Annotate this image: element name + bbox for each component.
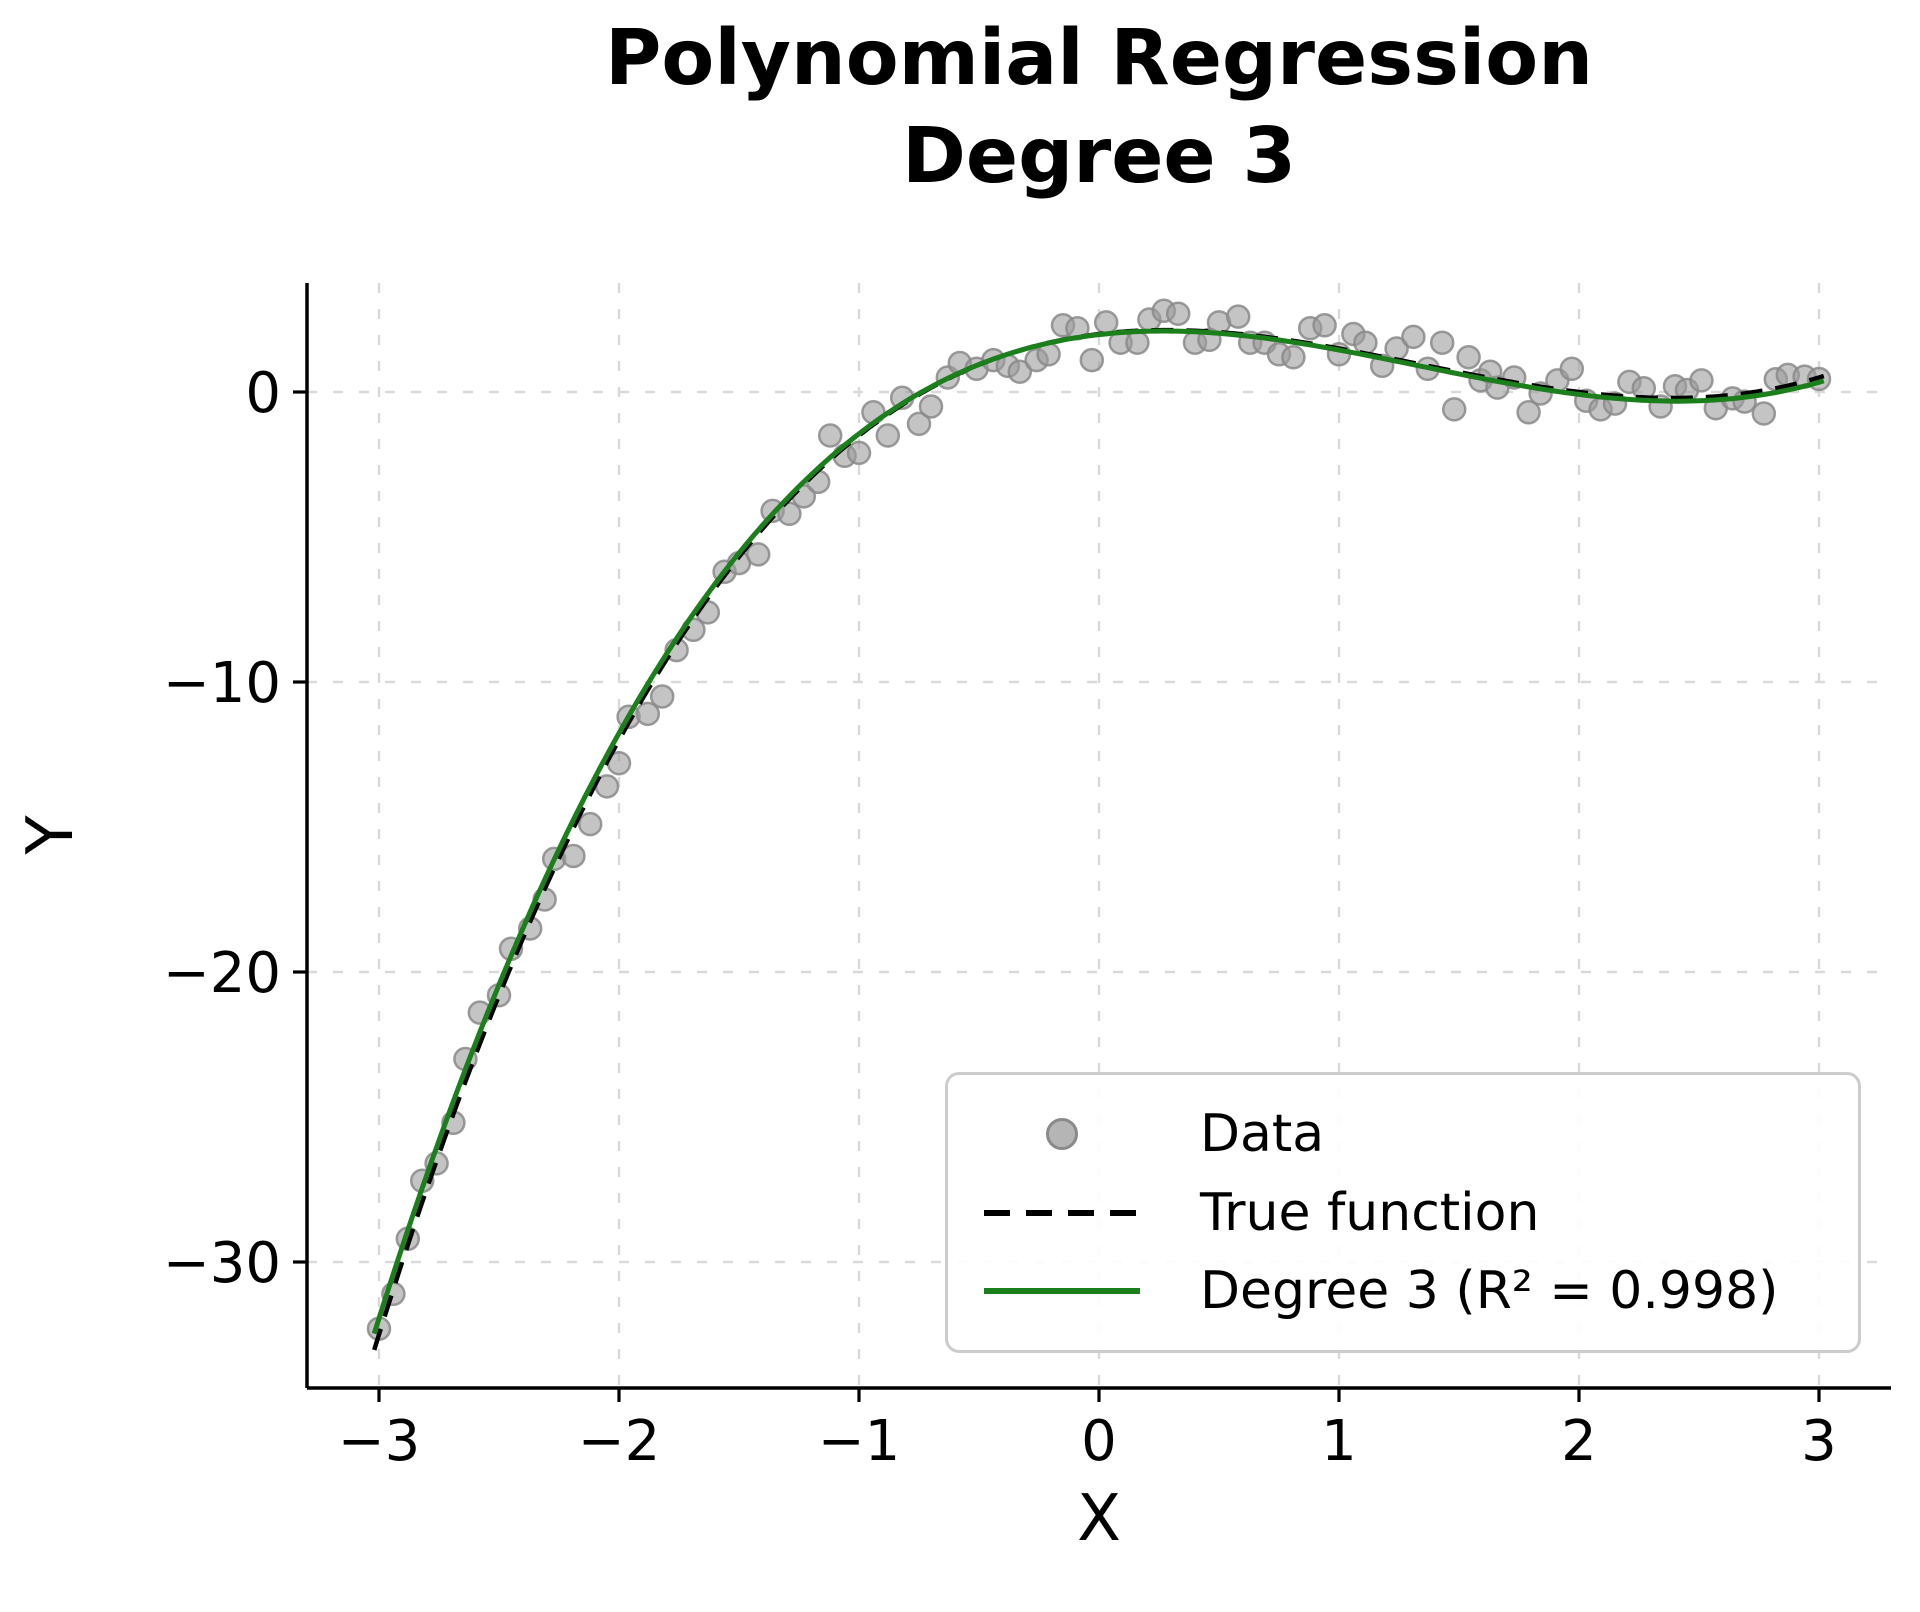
data-point [1516,400,1541,425]
data-point [1751,401,1777,426]
data-point [906,411,932,437]
data-point [1429,330,1455,355]
y-tick-label: −30 [163,1231,281,1296]
data-point [1079,347,1105,373]
data-point [875,423,901,448]
legend-label-data: Data [1200,1103,1325,1164]
data-point [1689,368,1714,393]
x-tick-label: −1 [818,1409,901,1474]
data-point [1456,344,1481,370]
data-point [1401,324,1426,350]
legend-marker-data-icon [982,1117,1142,1150]
data-point [1093,310,1119,335]
legend-marker-true-function-icon [982,1208,1142,1218]
legend-row-true-function: True function [982,1183,1824,1243]
legend-label-true-function: True function [1200,1182,1540,1243]
y-tick-label: −20 [163,941,281,1006]
x-tick-label: −3 [338,1409,421,1474]
chart-title-line1: Polynomial Regression [604,14,1594,103]
y-tick-label: 0 [245,361,281,426]
data-point [777,501,802,527]
data-point [1165,301,1191,326]
fitted-line [371,328,1825,1335]
legend: Data True function Degree 3 (R² = 0.998) [945,1072,1861,1353]
dashed-line-icon [984,1209,1140,1216]
data-point [1353,330,1378,355]
x-tick-label: 1 [1321,1409,1357,1474]
x-axis-label: X [1077,1482,1121,1556]
legend-row-data: Data [982,1104,1824,1164]
x-tick-label: −2 [578,1409,661,1474]
data-point [745,542,771,567]
scatter-marker-icon [1046,1117,1078,1150]
data-point [846,440,872,466]
data-point [1225,304,1251,329]
data-point [1007,359,1033,384]
data-point [817,423,843,448]
x-tick-label: 3 [1801,1409,1837,1474]
data-point [1312,313,1337,338]
x-tick-label: 2 [1561,1409,1597,1474]
y-axis-label: Y [14,815,88,855]
data-point [635,701,661,727]
data-point [1281,344,1306,370]
data-point [918,394,944,419]
legend-marker-degree3-icon [982,1286,1142,1296]
x-tick-label: 0 [1081,1409,1117,1474]
legend-label-degree3: Degree 3 (R² = 0.998) [1200,1261,1779,1322]
data-point [1125,330,1150,355]
data-point [649,684,675,709]
y-tick-label: −10 [163,651,281,716]
data-point [577,811,603,837]
data-point [1441,397,1467,422]
chart-title: Polynomial Regression Degree 3 [307,10,1891,206]
solid-line-icon [984,1288,1140,1295]
chart-title-line2: Degree 3 [901,111,1297,201]
data-point [1559,356,1585,382]
legend-row-degree3: Degree 3 (R² = 0.998) [982,1261,1824,1321]
